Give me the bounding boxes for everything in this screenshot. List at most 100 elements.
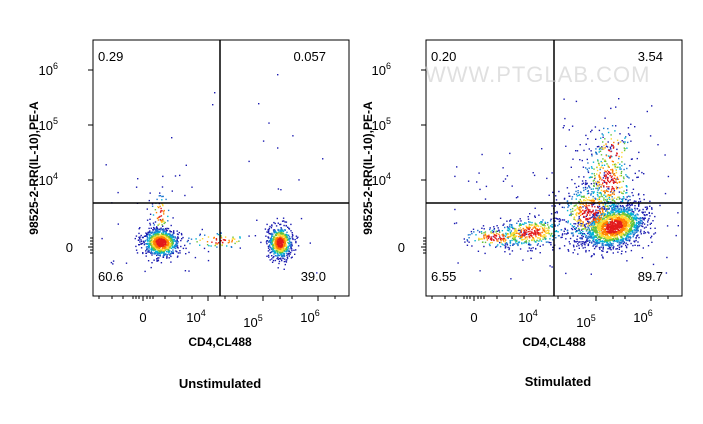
scatter-point <box>271 242 273 244</box>
scatter-point <box>649 200 651 202</box>
scatter-point <box>270 233 272 235</box>
scatter-point <box>606 251 609 253</box>
scatter-point <box>155 245 157 248</box>
scatter-point <box>602 244 604 247</box>
scatter-point <box>604 159 606 161</box>
scatter-point <box>157 240 159 243</box>
scatter-point <box>575 204 577 206</box>
scatter-point <box>610 234 612 236</box>
scatter-point <box>567 249 569 251</box>
scatter-point <box>620 209 623 211</box>
scatter-point <box>154 251 157 254</box>
scatter-point <box>616 222 618 224</box>
scatter-point <box>175 242 177 245</box>
scatter-point <box>276 237 279 239</box>
scatter-point <box>612 244 614 247</box>
scatter-point <box>171 251 173 253</box>
scatter-point <box>164 221 166 224</box>
scatter-point <box>169 250 171 252</box>
scatter-point <box>626 221 628 223</box>
scatter-point <box>256 219 258 221</box>
scatter-point <box>589 240 591 242</box>
scatter-point <box>563 245 566 247</box>
scatter-point <box>610 221 612 223</box>
scatter-point <box>478 238 480 240</box>
scatter-point <box>581 238 583 240</box>
scatter-point <box>586 193 589 195</box>
scatter-point <box>153 253 155 255</box>
scatter-point <box>627 212 629 214</box>
scatter-point <box>112 263 114 265</box>
scatter-point <box>161 224 163 226</box>
scatter-point <box>280 244 282 246</box>
scatter-point <box>290 248 292 250</box>
scatter-point <box>286 257 289 259</box>
scatter-point <box>481 227 483 229</box>
scatter-point <box>648 217 650 220</box>
scatter-point <box>520 229 523 231</box>
scatter-point <box>607 208 609 210</box>
scatter-point <box>571 207 574 210</box>
scatter-point <box>281 244 283 246</box>
scatter-point <box>610 211 613 213</box>
scatter-point <box>614 222 616 225</box>
scatter-point <box>593 179 595 181</box>
scatter-point <box>623 208 625 210</box>
scatter-point <box>588 212 590 214</box>
scatter-point <box>649 135 652 137</box>
scatter-point <box>489 238 492 240</box>
scatter-point <box>550 244 552 246</box>
scatter-point <box>274 259 277 262</box>
scatter-point <box>631 208 633 211</box>
scatter-point <box>287 247 289 249</box>
scatter-point <box>523 242 525 244</box>
scatter-point <box>271 249 273 251</box>
scatter-point <box>600 212 602 214</box>
scatter-point <box>613 246 615 248</box>
scatter-point <box>284 240 287 242</box>
scatter-point <box>618 210 620 212</box>
scatter-point <box>608 243 610 246</box>
scatter-point <box>607 141 609 143</box>
scatter-point <box>625 218 627 220</box>
scatter-point <box>185 253 187 255</box>
scatter-point <box>594 175 596 177</box>
scatter-point <box>600 221 602 223</box>
scatter-point <box>598 217 601 219</box>
scatter-point <box>592 214 595 216</box>
scatter-point <box>277 74 279 76</box>
scatter-point <box>625 222 627 224</box>
scatter-point <box>632 244 634 247</box>
scatter-point <box>587 208 590 211</box>
scatter-point <box>268 239 270 242</box>
scatter-point <box>172 251 175 253</box>
scatter-point <box>220 237 223 239</box>
scatter-point <box>612 214 614 216</box>
scatter-point <box>559 247 561 250</box>
scatter-point <box>276 217 278 220</box>
scatter-point <box>608 196 610 199</box>
scatter-point <box>163 246 166 248</box>
scatter-point <box>159 252 161 254</box>
scatter-point <box>490 231 492 233</box>
scatter-point <box>599 178 601 181</box>
scatter-point <box>596 245 598 247</box>
scatter-point <box>622 239 624 241</box>
scatter-point <box>163 213 165 215</box>
scatter-point <box>628 219 631 222</box>
scatter-point <box>599 196 601 198</box>
scatter-point <box>223 239 226 241</box>
scatter-point <box>514 238 516 241</box>
scatter-point <box>165 198 167 201</box>
scatter-point <box>490 232 492 234</box>
scatter-point <box>602 182 604 184</box>
scatter-point <box>151 262 153 264</box>
scatter-point <box>625 234 627 236</box>
scatter-point <box>638 170 640 172</box>
scatter-point <box>621 140 623 142</box>
scatter-point <box>161 210 163 212</box>
scatter-point <box>146 235 148 237</box>
scatter-point <box>666 225 669 227</box>
scatter-point <box>157 248 159 251</box>
